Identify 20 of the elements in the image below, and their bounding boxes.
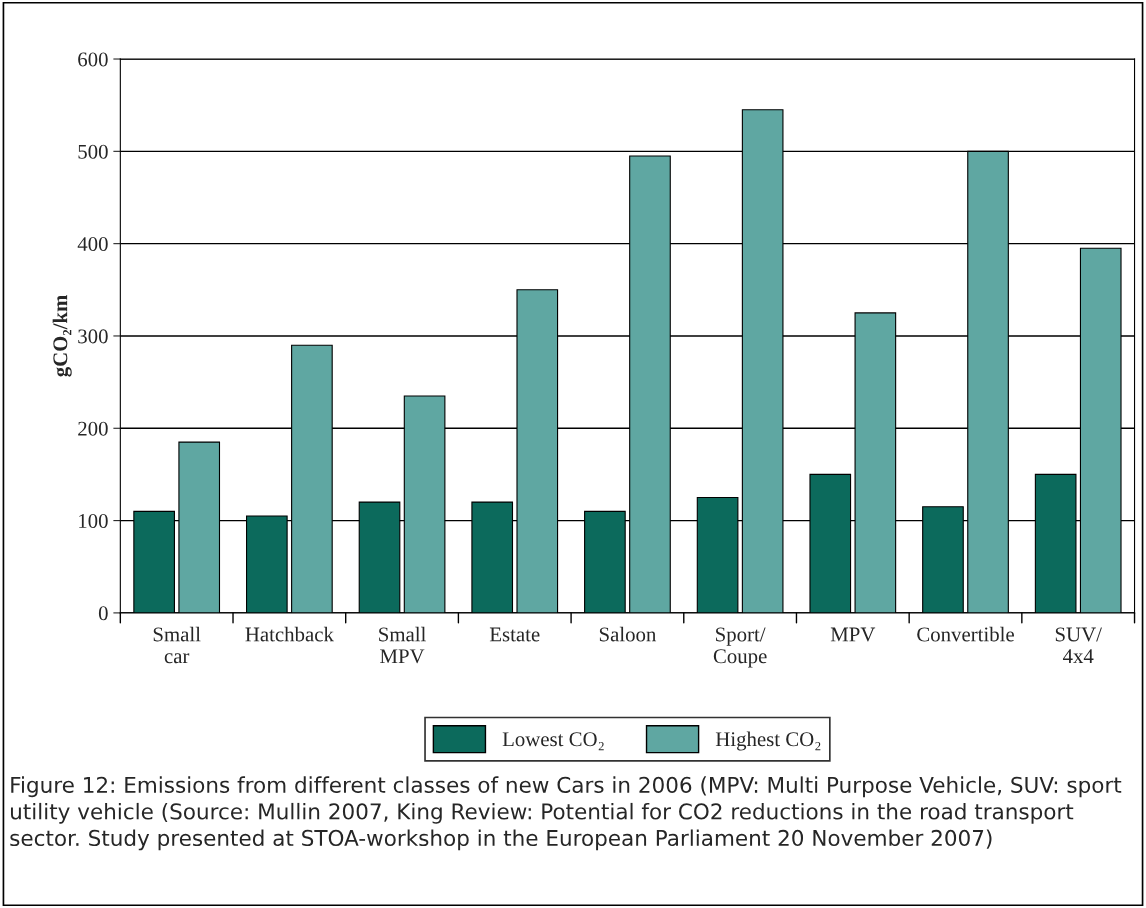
y-tick-label: 200 bbox=[78, 421, 108, 436]
x-tick-label: Convertible bbox=[917, 626, 1014, 642]
x-tick-label: Saloon bbox=[599, 626, 657, 642]
y-tick-label: 500 bbox=[78, 144, 108, 159]
x-tick-label: Small MPV bbox=[379, 626, 426, 664]
legend-label: Lowest CO₂ bbox=[502, 732, 604, 751]
x-tick-label: Small car bbox=[153, 626, 201, 664]
y-tick-label: 400 bbox=[77, 237, 108, 252]
x-tick-label: MPV bbox=[830, 627, 876, 642]
caption: Figure 12: Emissions from different classes of new Cars in 2006 (MPV: Multi Purpose Vehicle, SUV: sport utility vehicle (Source: Mullin 2007, King Review: Potential for CO2 reductions in the road transport sector. Study presented at STOA-workshop in the European Parliament 20 November 2007) bbox=[10, 776, 1122, 851]
y-tick-label: 0 bbox=[98, 606, 108, 621]
y-tick-label: 600 bbox=[78, 52, 108, 67]
x-tick-label: Sport/ Coupe bbox=[713, 627, 767, 668]
y-axis-title: gCO₂/km bbox=[52, 294, 72, 377]
x-tick-label: SUV/ 4x4 bbox=[1055, 627, 1102, 664]
y-tick-label: 100 bbox=[79, 513, 108, 529]
x-tick-label: Estate bbox=[489, 627, 540, 642]
legend-label: Highest CO₂ bbox=[715, 731, 821, 751]
x-tick-label: Hatchback bbox=[245, 626, 334, 642]
y-tick-label: 300 bbox=[78, 329, 108, 344]
